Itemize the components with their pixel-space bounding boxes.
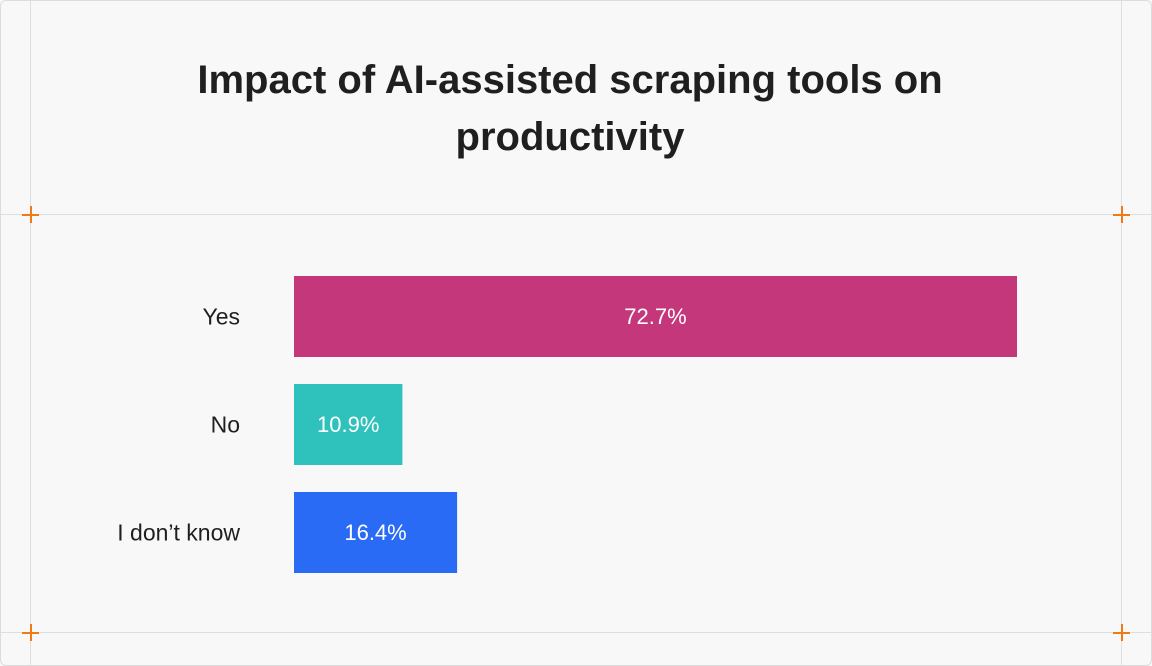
corner-cross-icon: [1113, 624, 1130, 641]
category-label: Yes: [202, 304, 240, 330]
corner-cross-icon: [22, 206, 39, 223]
corner-cross-icon: [1113, 206, 1130, 223]
guide-line-top: [0, 214, 1152, 215]
guide-line-right: [1121, 0, 1122, 666]
value-label: 10.9%: [317, 412, 379, 437]
bar: [294, 384, 403, 465]
category-label: I don’t know: [117, 520, 240, 546]
bar: [294, 276, 1017, 357]
guide-line-left: [30, 0, 31, 666]
value-label: 72.7%: [624, 304, 686, 329]
guide-line-bottom: [0, 632, 1152, 633]
bar: [294, 492, 458, 573]
corner-cross-icon: [22, 624, 39, 641]
value-label: 16.4%: [344, 520, 406, 545]
chart-title: Impact of AI-assisted scraping tools on …: [197, 58, 943, 159]
category-label: No: [211, 412, 240, 438]
